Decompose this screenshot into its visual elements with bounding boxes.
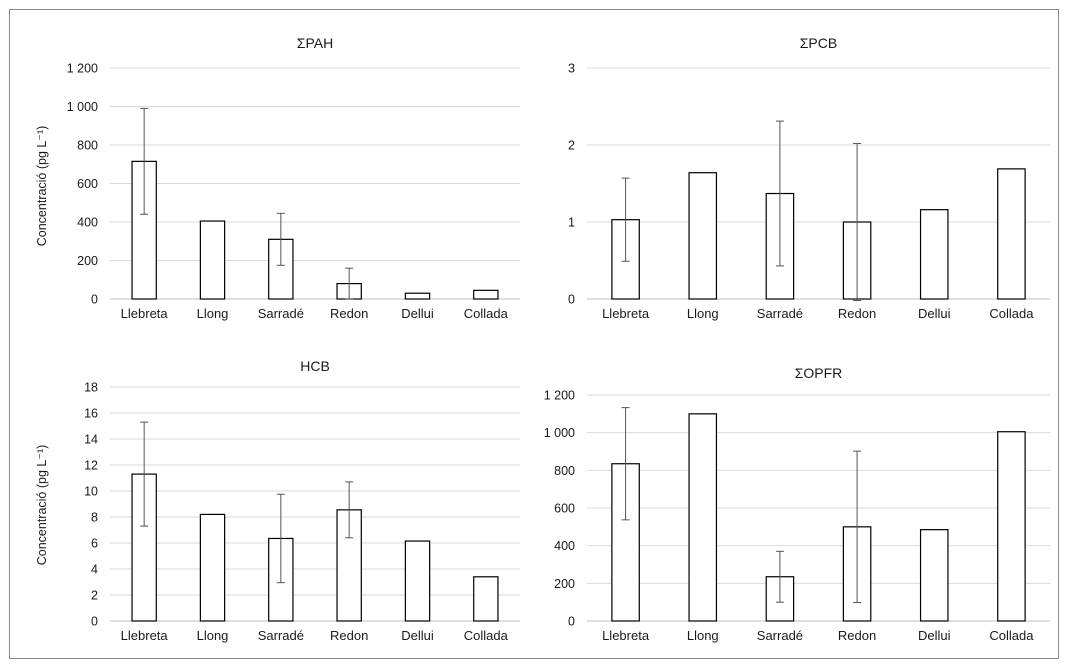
y-tick-label: 0 <box>568 293 575 307</box>
y-axis-label: Concentració (pg L⁻¹) <box>35 126 49 247</box>
x-tick-label: Collada <box>989 628 1034 643</box>
y-tick-label: 2 <box>568 139 575 153</box>
y-tick-label: 0 <box>91 293 98 307</box>
bar <box>473 576 499 622</box>
x-tick-label: Llong <box>197 306 229 321</box>
figure-frame: 0 200 400 600 800 1 000 1 200 ΣPAH Concentració … <box>9 9 1059 659</box>
y-tick-label: 1 <box>568 216 575 230</box>
bar <box>199 220 226 300</box>
x-tick-label: Llong <box>687 306 719 321</box>
y-tick-label: 800 <box>554 464 575 478</box>
x-tick-label: Collada <box>464 306 509 321</box>
y-tick-label: 14 <box>84 433 98 447</box>
y-tick-label: 200 <box>554 577 575 591</box>
y-tick-label: 6 <box>91 537 98 551</box>
bar <box>199 513 226 622</box>
y-tick-label: 1 200 <box>67 62 98 76</box>
y-tick-label: 12 <box>84 459 98 473</box>
x-tick-label: Dellui <box>918 628 951 643</box>
bar <box>997 168 1026 300</box>
y-tick-label: 0 <box>91 615 98 629</box>
y-tick-label: 4 <box>91 563 98 577</box>
chart-panel-3: 0 2 4 6 8 10 12 14 16 18 HCB Concentració (pg L⁻¹) L… <box>35 358 520 643</box>
y-tick-label: 800 <box>77 139 98 153</box>
y-tick-label: 1 000 <box>67 100 98 114</box>
y-tick-label: 200 <box>77 254 98 268</box>
bar <box>404 540 431 622</box>
bar <box>688 172 718 300</box>
x-tick-label: Redon <box>330 306 368 321</box>
bar <box>919 209 949 300</box>
y-tick-label: 1 000 <box>544 426 575 440</box>
x-tick-label: Dellui <box>401 628 434 643</box>
y-tick-label: 600 <box>554 502 575 516</box>
y-tick-label: 18 <box>84 381 98 395</box>
y-tick-label: 1 200 <box>544 389 575 403</box>
x-tick-label: Collada <box>464 628 509 643</box>
chart-title: ΣPAH <box>297 35 333 51</box>
x-tick-label: Dellui <box>918 306 951 321</box>
chart-title: ΣPCB <box>800 35 837 51</box>
chart-title: ΣOPFR <box>795 365 843 381</box>
chart-panel-2: 0 1 2 3 ΣPCB Llebreta Llong Sarradé Redon Dellui C… <box>568 35 1050 321</box>
y-tick-label: 400 <box>77 216 98 230</box>
x-tick-label: Redon <box>838 628 876 643</box>
y-tick-label: 2 <box>91 589 98 603</box>
x-tick-label: Sarradé <box>757 306 803 321</box>
y-tick-label: 8 <box>91 511 98 525</box>
y-tick-label: 16 <box>84 407 98 421</box>
chart-panel-1: 0 200 400 600 800 1 000 1 200 ΣPAH Concentració … <box>35 35 520 321</box>
y-tick-label: 0 <box>568 615 575 629</box>
y-axis-label: Concentració (pg L⁻¹) <box>35 445 49 566</box>
x-tick-label: Llebreta <box>602 628 650 643</box>
x-tick-label: Redon <box>838 306 876 321</box>
x-tick-label: Llong <box>687 628 719 643</box>
x-tick-label: Redon <box>330 628 368 643</box>
bar <box>404 292 431 300</box>
x-tick-label: Llebreta <box>121 306 169 321</box>
chart-title: HCB <box>300 358 330 374</box>
bar <box>611 463 640 622</box>
x-tick-label: Llong <box>197 628 229 643</box>
x-tick-label: Sarradé <box>258 628 304 643</box>
chart-panel-4: 0 200 400 600 800 1 000 1 200 ΣOPFR Llebreta Llon… <box>544 365 1050 643</box>
bar <box>688 413 718 622</box>
bar <box>473 289 499 300</box>
x-tick-label: Dellui <box>401 306 434 321</box>
x-tick-label: Collada <box>989 306 1034 321</box>
x-tick-label: Sarradé <box>258 306 304 321</box>
y-tick-label: 10 <box>84 485 98 499</box>
y-tick-label: 400 <box>554 539 575 553</box>
bar <box>997 431 1026 622</box>
x-tick-label: Llebreta <box>602 306 650 321</box>
y-tick-label: 3 <box>568 62 575 76</box>
x-tick-label: Llebreta <box>121 628 169 643</box>
x-tick-label: Sarradé <box>757 628 803 643</box>
bar <box>919 529 949 622</box>
y-tick-label: 600 <box>77 177 98 191</box>
